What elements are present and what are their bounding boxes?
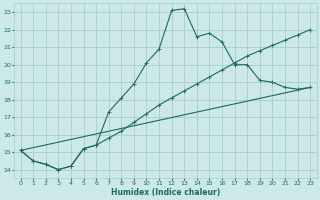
- X-axis label: Humidex (Indice chaleur): Humidex (Indice chaleur): [111, 188, 220, 197]
